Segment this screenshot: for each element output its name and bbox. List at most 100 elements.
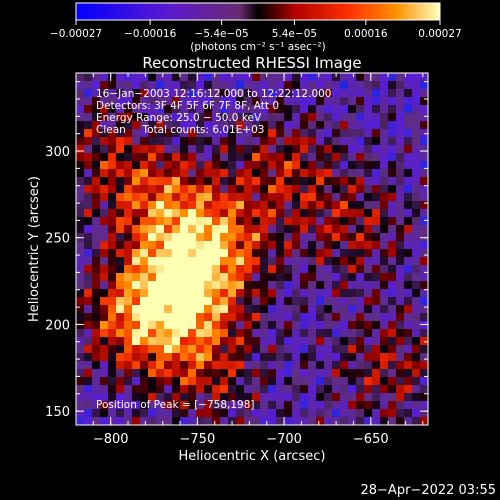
plot-frame: [75, 72, 429, 426]
colorbar-tick-label: 0.00027: [418, 28, 461, 40]
heatmap-cell: [364, 377, 373, 386]
heatmap-cell: [412, 337, 421, 346]
heatmap-cell: [332, 153, 341, 162]
heatmap-cell: [100, 209, 109, 218]
heatmap-cell: [332, 209, 341, 218]
heatmap-cell: [116, 185, 125, 194]
heatmap-cell: [372, 97, 381, 106]
heatmap-cell: [380, 345, 389, 354]
heatmap-cell: [412, 329, 421, 338]
heatmap-cell: [308, 169, 317, 178]
heatmap-cell: [140, 241, 149, 250]
heatmap-cell: [412, 241, 421, 250]
y-tick-label: 150: [45, 405, 70, 420]
heatmap-cell: [180, 161, 189, 170]
heatmap-cell: [148, 369, 157, 378]
heatmap-cell: [100, 105, 109, 114]
heatmap-cell: [396, 105, 405, 114]
heatmap-cell: [348, 193, 357, 202]
heatmap-cell: [236, 265, 245, 274]
heatmap-cell: [340, 97, 349, 106]
heatmap-cell: [284, 97, 293, 106]
heatmap-cell: [340, 265, 349, 274]
heatmap-cell: [260, 385, 269, 394]
heatmap-cell: [268, 113, 277, 122]
heatmap-cell: [404, 329, 413, 338]
heatmap-cell: [340, 145, 349, 154]
heatmap-cell: [156, 97, 165, 106]
heatmap-cell: [276, 89, 285, 98]
heatmap-cell: [84, 353, 93, 362]
heatmap-cell: [124, 113, 133, 122]
heatmap-cell: [404, 97, 413, 106]
heatmap-cell: [300, 337, 309, 346]
heatmap-cell: [188, 193, 197, 202]
heatmap-cell: [204, 289, 213, 298]
heatmap-cell: [148, 377, 157, 386]
heatmap-cell: [84, 193, 93, 202]
heatmap-cell: [364, 417, 373, 425]
heatmap-cell: [196, 249, 205, 258]
heatmap-cell: [420, 161, 428, 170]
heatmap-cell: [300, 225, 309, 234]
heatmap-cell: [196, 81, 205, 90]
heatmap-cell: [212, 169, 221, 178]
heatmap-cell: [308, 385, 317, 394]
heatmap-cell: [140, 281, 149, 290]
heatmap-cell: [156, 273, 165, 282]
heatmap-cell: [308, 161, 317, 170]
heatmap-cell: [420, 121, 428, 130]
heatmap-cell: [348, 233, 357, 242]
heatmap-cell: [116, 193, 125, 202]
heatmap-cell: [308, 225, 317, 234]
heatmap-cell: [276, 345, 285, 354]
heatmap-cell: [324, 393, 333, 402]
heatmap-cell: [100, 337, 109, 346]
heatmap-cell: [364, 105, 373, 114]
heatmap-cell: [140, 89, 149, 98]
heatmap-cell: [172, 185, 181, 194]
heatmap-cell: [76, 177, 85, 186]
heatmap-cell: [404, 113, 413, 122]
heatmap-cell: [404, 417, 413, 425]
heatmap-cell: [148, 185, 157, 194]
heatmap-cell: [116, 153, 125, 162]
heatmap-cell: [188, 241, 197, 250]
heatmap-cell: [140, 217, 149, 226]
heatmap-cell: [228, 145, 237, 154]
heatmap-cell: [188, 97, 197, 106]
heatmap-cell: [188, 393, 197, 402]
heatmap-cell: [356, 249, 365, 258]
heatmap-cell: [132, 257, 141, 266]
heatmap-cell: [292, 257, 301, 266]
heatmap-cell: [412, 361, 421, 370]
heatmap-cell: [300, 345, 309, 354]
heatmap-cell: [236, 145, 245, 154]
heatmap-cell: [84, 161, 93, 170]
heatmap-cell: [420, 345, 428, 354]
heatmap-cell: [324, 129, 333, 138]
heatmap-cell: [92, 353, 101, 362]
heatmap-cell: [108, 257, 117, 266]
heatmap-cell: [252, 257, 261, 266]
heatmap-cell: [252, 417, 261, 425]
heatmap-cell: [276, 209, 285, 218]
heatmap-cell: [292, 89, 301, 98]
heatmap-cell: [348, 145, 357, 154]
heatmap-cell: [236, 201, 245, 210]
heatmap-cell: [308, 193, 317, 202]
heatmap-cell: [276, 121, 285, 130]
heatmap-cell: [164, 337, 173, 346]
heatmap-cell: [300, 393, 309, 402]
heatmap-cell: [364, 89, 373, 98]
heatmap-cell: [180, 281, 189, 290]
heatmap-cell: [252, 393, 261, 402]
heatmap-cell: [324, 361, 333, 370]
heatmap-cell: [148, 257, 157, 266]
heatmap-cell: [372, 209, 381, 218]
heatmap-cell: [220, 265, 229, 274]
heatmap-cell: [332, 297, 341, 306]
heatmap-cell: [316, 97, 325, 106]
heatmap-cell: [84, 329, 93, 338]
heatmap-cell: [364, 265, 373, 274]
